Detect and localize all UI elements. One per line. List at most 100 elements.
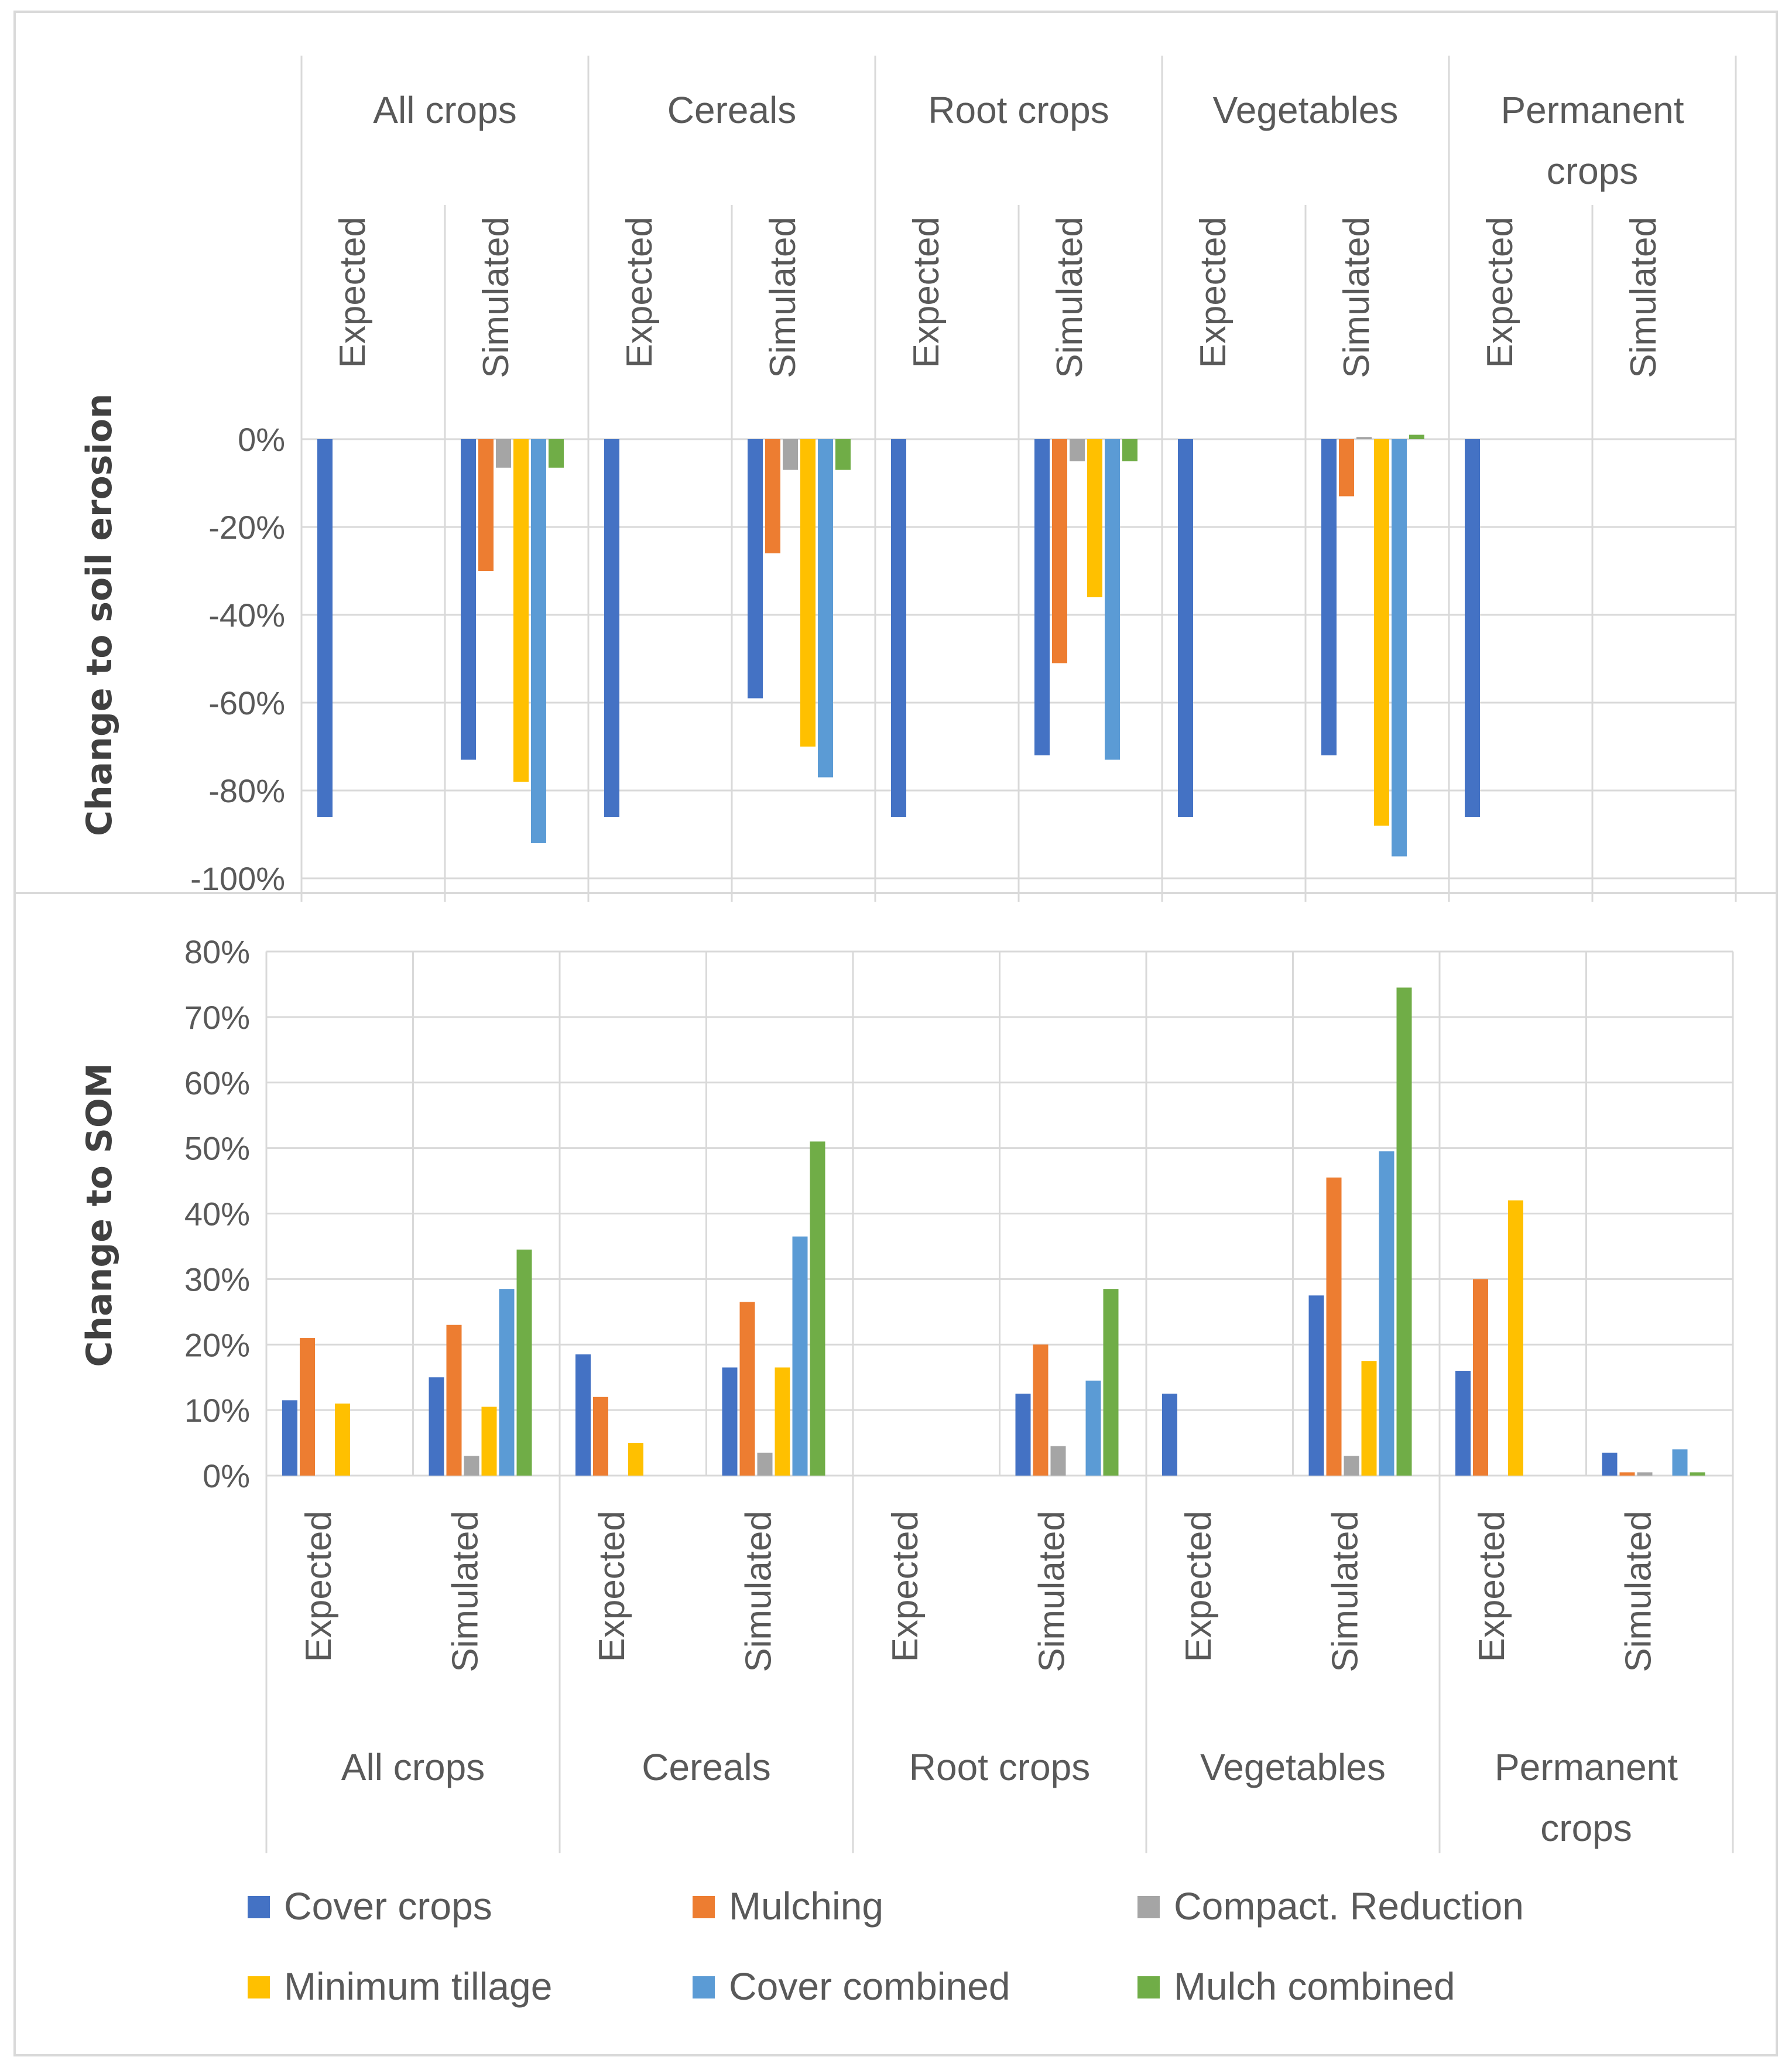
bar-mulching xyxy=(1033,1344,1049,1476)
bar-minimum-tillage xyxy=(1361,1361,1377,1476)
bar-cover-crops xyxy=(575,1354,591,1476)
legend-item-cover-crops: Cover crops xyxy=(248,1884,492,1928)
y-tick-label: 0% xyxy=(238,421,285,458)
bar-cover-combined xyxy=(1105,439,1120,760)
subcategory-label: Expected xyxy=(299,1511,339,1662)
subcategory-label: Expected xyxy=(1193,217,1234,368)
legend-label: Compact. Reduction xyxy=(1174,1884,1524,1928)
bar-cover-crops xyxy=(891,439,906,817)
subcategory-label: Simulated xyxy=(1337,217,1377,378)
group-label: Cereals xyxy=(667,89,797,131)
bar-mulching xyxy=(765,439,780,553)
bar-compact-reduction xyxy=(1637,1472,1653,1476)
legend-swatch xyxy=(1137,1896,1160,1918)
bar-cover-crops xyxy=(604,439,619,817)
group-label: Vegetables xyxy=(1213,89,1399,131)
y-tick-label: -80% xyxy=(208,772,285,809)
y-tick-label: 0% xyxy=(203,1457,250,1494)
subcategory-label: Simulated xyxy=(1050,217,1090,378)
subcategory-label: Simulated xyxy=(1619,1511,1659,1672)
bar-minimum-tillage xyxy=(481,1406,497,1476)
subcategory-label: Expected xyxy=(885,1511,926,1662)
bar-cover-crops xyxy=(461,439,476,760)
bar-compact-reduction xyxy=(496,439,511,468)
bar-cover-crops xyxy=(1178,439,1193,817)
y-tick-label: 10% xyxy=(184,1392,250,1429)
group-label: Root crops xyxy=(928,89,1109,131)
group-label: Vegetables xyxy=(1200,1746,1386,1788)
y-tick-label: 20% xyxy=(184,1326,250,1363)
bar-mulching xyxy=(593,1397,608,1476)
subcategory-label: Simulated xyxy=(1623,217,1664,378)
legend-item-minimum-tillage: Minimum tillage xyxy=(248,1965,552,2008)
bar-mulching xyxy=(1052,439,1067,663)
y-tick-label: -40% xyxy=(208,597,285,634)
bar-cover-crops xyxy=(1602,1452,1618,1476)
bar-cover-crops xyxy=(1015,1394,1031,1476)
bar-cover-crops xyxy=(1162,1394,1177,1476)
legend-label: Cover combined xyxy=(729,1965,1010,2008)
bar-mulching xyxy=(446,1325,462,1476)
bar-cover-crops xyxy=(317,439,333,817)
bar-minimum-tillage xyxy=(1087,439,1102,597)
legend-item-cover-combined: Cover combined xyxy=(693,1965,1010,2008)
bar-minimum-tillage xyxy=(1508,1200,1523,1476)
subcategory-label: Expected xyxy=(906,217,947,368)
bar-mulch-combined xyxy=(1396,987,1412,1476)
bar-cover-crops xyxy=(1455,1371,1471,1476)
legend: Cover crops Mulching Compact. Reduction Min… xyxy=(248,1884,1524,2008)
bar-mulch-combined xyxy=(1103,1289,1119,1476)
bar-minimum-tillage xyxy=(775,1367,790,1476)
bar-cover-crops xyxy=(722,1367,738,1476)
bar-mulch-combined xyxy=(1690,1472,1705,1476)
legend-label: Minimum tillage xyxy=(284,1965,552,2008)
bar-minimum-tillage xyxy=(800,439,816,747)
y-tick-label: -100% xyxy=(190,860,285,897)
legend-swatch xyxy=(693,1896,715,1918)
legend-swatch xyxy=(1137,1976,1160,1998)
subcategory-label: Simulated xyxy=(446,1511,486,1672)
y-axis-title: Change to soil erosion xyxy=(79,393,120,836)
legend-label: Mulch combined xyxy=(1174,1965,1455,2008)
subcategory-label: Simulated xyxy=(476,217,516,378)
bar-compact-reduction xyxy=(1070,439,1085,461)
bar-minimum-tillage xyxy=(335,1403,350,1476)
bar-mulching xyxy=(1326,1177,1342,1476)
group-label: Root crops xyxy=(909,1746,1090,1788)
y-tick-label: 30% xyxy=(184,1261,250,1298)
bar-minimum-tillage xyxy=(628,1443,643,1476)
bar-cover-crops xyxy=(282,1400,297,1476)
subcategory-label: Expected xyxy=(1178,1511,1219,1662)
figure-border xyxy=(13,11,1778,2056)
subcategory-label: Expected xyxy=(333,217,373,368)
bar-compact-reduction xyxy=(1356,437,1372,439)
y-tick-label: -20% xyxy=(208,509,285,546)
bar-cover-crops xyxy=(1321,439,1337,755)
bar-mulching xyxy=(1619,1472,1635,1476)
bar-cover-crops xyxy=(748,439,763,699)
legend-swatch xyxy=(248,1896,270,1918)
subcategory-label: Expected xyxy=(1480,217,1520,368)
bar-cover-combined xyxy=(1085,1380,1101,1476)
bar-cover-crops xyxy=(429,1377,444,1476)
bar-cover-combined xyxy=(792,1236,808,1476)
legend-swatch xyxy=(693,1976,715,1998)
bar-cover-combined xyxy=(531,439,546,843)
bar-cover-combined xyxy=(818,439,833,778)
y-tick-label: 80% xyxy=(184,933,250,970)
y-tick-label: 50% xyxy=(184,1130,250,1167)
group-label: Cereals xyxy=(642,1746,771,1788)
group-label: All crops xyxy=(373,89,516,131)
bar-mulch-combined xyxy=(1122,439,1137,461)
bar-cover-combined xyxy=(1672,1449,1688,1476)
bar-mulch-combined xyxy=(1409,434,1424,439)
bar-cover-combined xyxy=(1392,439,1407,857)
subcategory-label: Expected xyxy=(619,217,660,368)
subcategory-label: Simulated xyxy=(1325,1511,1366,1672)
subcategory-label: Simulated xyxy=(1032,1511,1073,1672)
y-axis-title: Change to SOM xyxy=(79,1063,120,1367)
subcategory-label: Expected xyxy=(1472,1511,1512,1662)
bar-mulching xyxy=(1473,1279,1488,1476)
bar-mulch-combined xyxy=(835,439,851,470)
